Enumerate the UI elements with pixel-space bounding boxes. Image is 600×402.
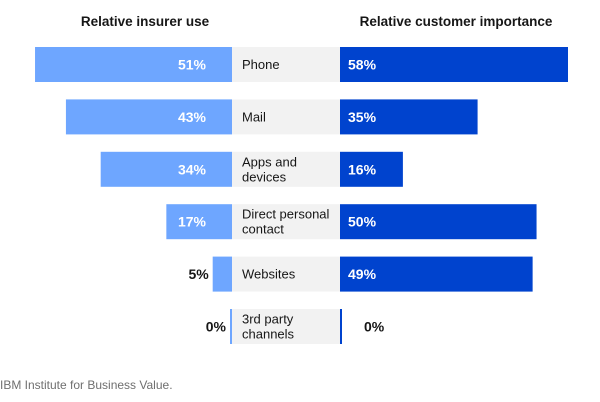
left-value-label: 34% [178, 161, 207, 177]
category-label: 3rd party channels [242, 312, 295, 342]
left-header: Relative insurer use [81, 14, 210, 29]
left-value-label: 5% [188, 266, 209, 282]
category-label: Phone [242, 57, 280, 72]
category-label-line: channels [242, 327, 295, 342]
category-label: Direct personal contact [242, 207, 330, 237]
category-label: Mail [242, 109, 266, 124]
category-label-box [232, 47, 340, 82]
right-value-label: 35% [348, 109, 377, 125]
left-value-label: 51% [178, 57, 207, 73]
category-label: Apps and devices [242, 154, 297, 184]
right-bar [340, 309, 342, 344]
category-label-box [232, 151, 340, 187]
right-bar [340, 256, 533, 292]
category-label-line: contact [242, 222, 284, 237]
left-bar [166, 204, 232, 240]
left-value-label: 43% [178, 109, 207, 125]
category-label-line: devices [242, 169, 287, 184]
left-value-label: 17% [178, 214, 207, 230]
right-value-label: 50% [348, 214, 377, 230]
category-label-line: Direct personal [242, 207, 330, 222]
butterfly-chart: Relative insurer use Relative customer i… [35, 14, 568, 344]
category-label-line: 3rd party [242, 312, 294, 327]
right-value-label: 58% [348, 57, 377, 73]
category-label-box [232, 99, 340, 135]
category-label-box [232, 256, 340, 292]
source-note: IBM Institute for Business Value. [0, 378, 173, 392]
right-value-label: 49% [348, 266, 377, 282]
category-label-box [232, 309, 340, 344]
left-bar [65, 99, 233, 135]
left-bar [35, 47, 232, 82]
left-bar [100, 151, 232, 187]
category-label-box [232, 204, 340, 240]
left-bar [212, 256, 232, 292]
left-bar [230, 309, 232, 344]
right-header: Relative customer importance [360, 14, 553, 29]
right-value-label: 16% [348, 161, 377, 177]
right-value-label: 0% [364, 319, 385, 335]
right-bar [340, 99, 478, 135]
category-label-line: Phone [242, 57, 280, 72]
category-label-line: Websites [242, 267, 296, 282]
category-label: Websites [242, 267, 296, 282]
left-value-label: 0% [206, 319, 227, 335]
right-bar [340, 151, 403, 187]
category-label-line: Apps and [242, 154, 297, 169]
category-label-line: Mail [242, 109, 266, 124]
right-bar [340, 204, 537, 240]
right-bar [340, 47, 568, 82]
